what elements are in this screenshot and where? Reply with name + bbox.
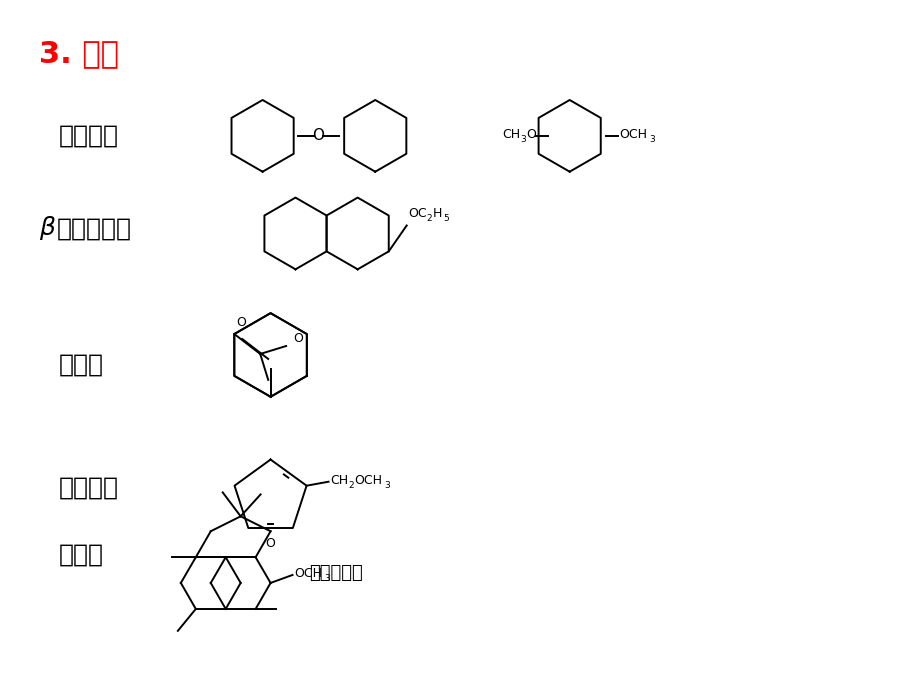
- Text: 3: 3: [384, 481, 390, 490]
- Text: 5: 5: [443, 214, 448, 223]
- Text: CH: CH: [502, 128, 519, 141]
- Text: CH: CH: [330, 474, 348, 487]
- Text: 3: 3: [324, 575, 330, 584]
- Text: 环醚：: 环醚：: [59, 353, 104, 377]
- Text: O: O: [236, 316, 246, 329]
- Text: OCH: OCH: [618, 128, 647, 141]
- Text: 2: 2: [426, 214, 432, 223]
- Text: O: O: [526, 128, 535, 141]
- Text: OCH: OCH: [354, 474, 382, 487]
- Text: H: H: [432, 207, 441, 220]
- Text: 杂环醚：: 杂环醚：: [59, 475, 119, 500]
- Text: 2: 2: [348, 481, 354, 490]
- Text: 苯醚类：: 苯醚类：: [59, 124, 119, 148]
- Text: β: β: [40, 217, 55, 241]
- Text: O: O: [292, 331, 302, 344]
- Text: O: O: [266, 537, 275, 550]
- Text: 甲基柏木醚: 甲基柏木醚: [309, 564, 363, 582]
- Text: OCH: OCH: [294, 567, 323, 580]
- Text: 3: 3: [519, 135, 525, 144]
- Text: 其它：: 其它：: [59, 542, 104, 566]
- Text: O: O: [312, 128, 324, 144]
- Text: OC: OC: [408, 207, 426, 220]
- Text: 3: 3: [649, 135, 654, 144]
- Text: 3. 分类: 3. 分类: [40, 39, 119, 68]
- Text: －萘醚类：: －萘醚类：: [57, 217, 132, 241]
